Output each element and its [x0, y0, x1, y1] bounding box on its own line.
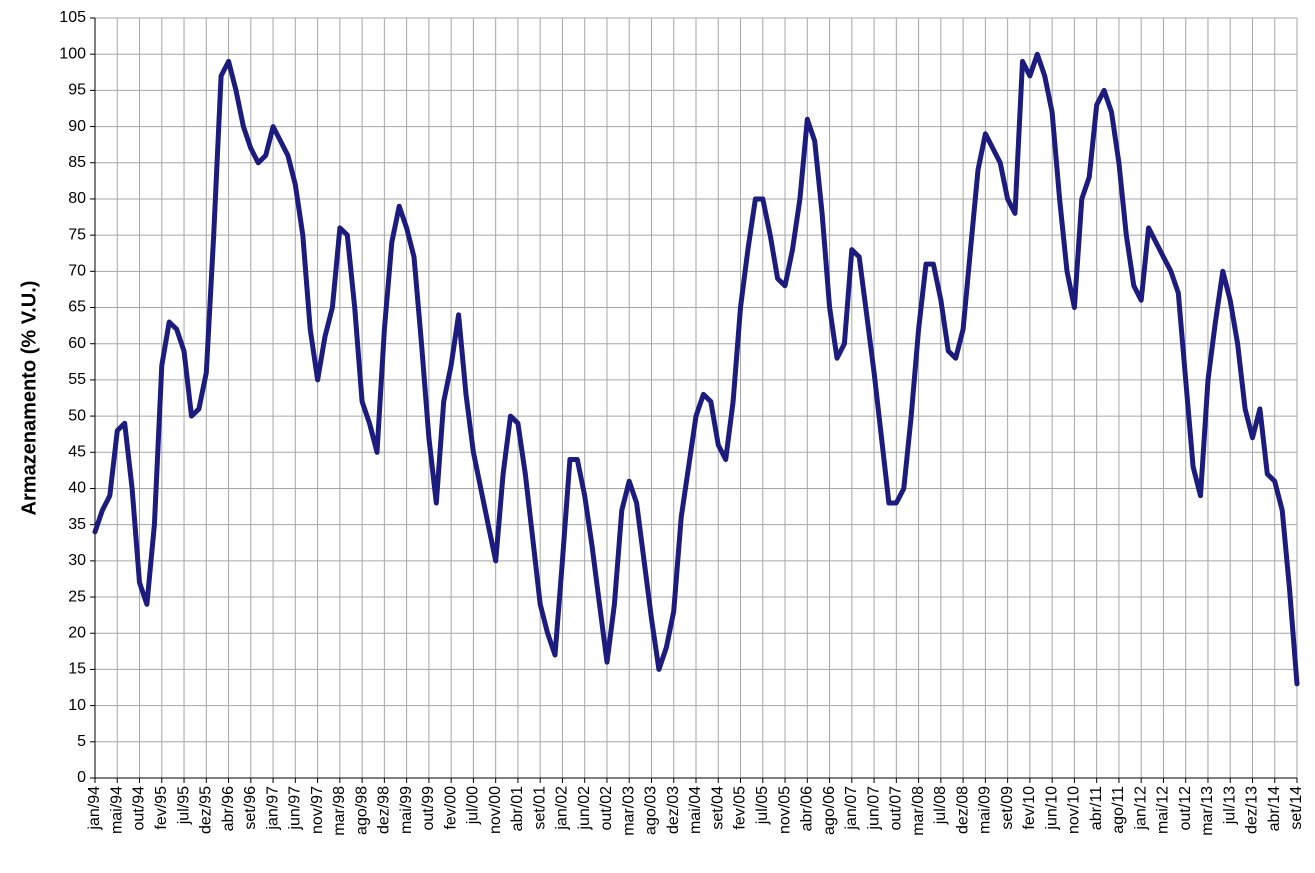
x-tick-label: jul/05 [754, 786, 771, 825]
x-tick-label: abr/11 [1088, 786, 1105, 830]
x-tick-label: abr/96 [220, 786, 237, 831]
x-tick-label: abr/06 [799, 786, 816, 831]
y-tick-label: 55 [68, 371, 86, 388]
y-tick-label: 60 [68, 335, 86, 352]
x-tick-label: nov/10 [1066, 786, 1083, 834]
x-tick-label: set/04 [709, 786, 726, 830]
y-tick-label: 105 [59, 9, 86, 26]
x-tick-label: mai/94 [108, 786, 125, 834]
y-tick-label: 40 [68, 480, 86, 497]
x-tick-label: ago/03 [643, 786, 660, 835]
x-tick-label: ago/98 [353, 786, 370, 835]
x-tick-label: ago/06 [821, 786, 838, 835]
x-tick-label: set/14 [1288, 786, 1305, 830]
y-tick-label: 90 [68, 118, 86, 135]
x-tick-label: mai/04 [687, 786, 704, 834]
y-tick-label: 100 [59, 45, 86, 62]
y-tick-label: 10 [68, 697, 86, 714]
y-tick-label: 5 [77, 733, 86, 750]
x-tick-label: mar/08 [910, 786, 927, 836]
x-tick-label: jan/97 [264, 786, 281, 831]
x-tick-label: jun/10 [1043, 786, 1060, 831]
x-tick-label: set/09 [999, 786, 1016, 830]
x-tick-label: jan/07 [843, 786, 860, 831]
x-tick-label: set/96 [242, 786, 259, 830]
x-tick-label: fev/05 [732, 786, 749, 830]
x-tick-label: nov/00 [487, 786, 504, 834]
x-tick-label: mai/99 [398, 786, 415, 834]
x-tick-label: jul/00 [465, 786, 482, 825]
x-tick-label: dez/03 [665, 786, 682, 834]
x-tick-label: dez/13 [1244, 786, 1261, 834]
x-tick-label: out/07 [888, 786, 905, 831]
x-tick-label: jan/94 [86, 786, 103, 831]
x-tick-label: jan/12 [1132, 786, 1149, 831]
x-tick-label: jun/02 [576, 786, 593, 831]
x-tick-label: jun/07 [865, 786, 882, 831]
x-tick-label: jun/97 [287, 786, 304, 831]
y-tick-label: 65 [68, 299, 86, 316]
x-tick-label: mar/13 [1199, 786, 1216, 836]
x-tick-label: out/12 [1177, 786, 1194, 831]
x-tick-label: jul/13 [1221, 786, 1238, 825]
x-tick-label: mai/12 [1155, 786, 1172, 834]
y-tick-label: 20 [68, 624, 86, 641]
x-tick-label: out/99 [420, 786, 437, 831]
y-tick-label: 25 [68, 588, 86, 605]
x-tick-label: jul/08 [932, 786, 949, 825]
y-tick-label: 45 [68, 444, 86, 461]
x-tick-label: abr/01 [509, 786, 526, 831]
x-tick-label: mar/03 [620, 786, 637, 836]
x-tick-label: jul/95 [175, 786, 192, 825]
x-tick-label: nov/97 [309, 786, 326, 834]
x-tick-label: out/94 [131, 786, 148, 831]
x-tick-label: fev/00 [442, 786, 459, 830]
y-tick-label: 35 [68, 516, 86, 533]
y-tick-label: 75 [68, 226, 86, 243]
y-tick-label: 80 [68, 190, 86, 207]
y-tick-label: 0 [77, 769, 86, 786]
y-tick-label: 50 [68, 407, 86, 424]
y-tick-label: 15 [68, 661, 86, 678]
y-tick-label: 70 [68, 263, 86, 280]
x-tick-label: mar/98 [331, 786, 348, 836]
x-tick-label: fev/95 [153, 786, 170, 830]
x-tick-label: fev/10 [1021, 786, 1038, 830]
x-tick-label: ago/11 [1110, 786, 1127, 834]
x-tick-label: dez/98 [376, 786, 393, 834]
x-tick-label: dez/08 [954, 786, 971, 834]
y-tick-label: 85 [68, 154, 86, 171]
y-axis-label: Armazenamento (% V.U.) [18, 281, 40, 516]
x-tick-label: nov/05 [776, 786, 793, 834]
x-tick-label: jan/02 [554, 786, 571, 831]
x-tick-label: set/01 [531, 786, 548, 830]
x-tick-label: abr/14 [1266, 786, 1283, 831]
y-tick-label: 30 [68, 552, 86, 569]
x-tick-label: mai/09 [977, 786, 994, 834]
data-line [92, 51, 1300, 687]
x-tick-label: out/02 [598, 786, 615, 831]
x-tick-label: dez/95 [198, 786, 215, 834]
y-tick-label: 95 [68, 82, 86, 99]
